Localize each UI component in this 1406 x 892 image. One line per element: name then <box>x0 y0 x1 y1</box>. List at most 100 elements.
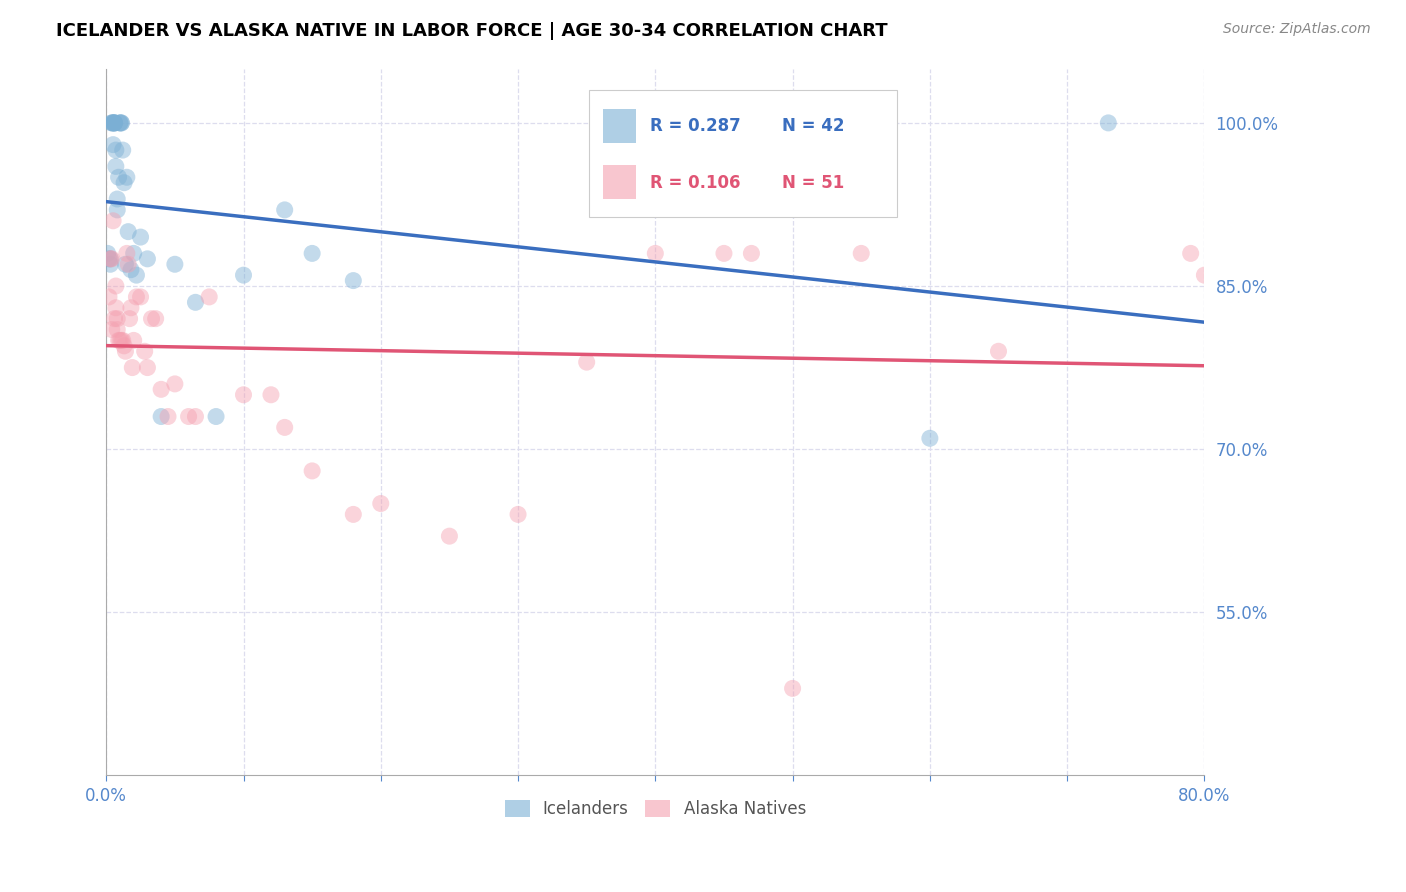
Icelanders <box>342 274 364 288</box>
Alaska Natives <box>260 388 283 402</box>
Icelanders <box>110 116 132 130</box>
Icelanders <box>205 409 228 424</box>
Text: N = 42: N = 42 <box>782 118 844 136</box>
Icelanders <box>125 268 148 282</box>
Alaska Natives <box>101 214 124 228</box>
Icelanders <box>107 170 129 185</box>
Alaska Natives <box>439 529 461 543</box>
Bar <box>603 109 636 143</box>
Icelanders <box>98 252 121 266</box>
Icelanders <box>232 268 254 282</box>
Icelanders <box>98 252 121 266</box>
Alaska Natives <box>104 301 127 315</box>
Alaska Natives <box>105 311 128 326</box>
Alaska Natives <box>103 311 125 326</box>
Alaska Natives <box>644 246 666 260</box>
Alaska Natives <box>198 290 221 304</box>
Alaska Natives <box>273 420 295 434</box>
Alaska Natives <box>163 376 186 391</box>
Alaska Natives <box>104 279 127 293</box>
Alaska Natives <box>987 344 1010 359</box>
Alaska Natives <box>98 252 121 266</box>
Legend: Icelanders, Alaska Natives: Icelanders, Alaska Natives <box>498 793 813 825</box>
Alaska Natives <box>134 344 156 359</box>
Icelanders <box>114 257 136 271</box>
Text: N = 51: N = 51 <box>782 174 844 192</box>
Icelanders <box>105 202 128 217</box>
Alaska Natives <box>141 311 163 326</box>
Alaska Natives <box>129 290 152 304</box>
Icelanders <box>104 143 127 157</box>
FancyBboxPatch shape <box>589 90 897 217</box>
Alaska Natives <box>121 360 143 375</box>
Alaska Natives <box>108 334 131 348</box>
Icelanders <box>150 409 173 424</box>
Icelanders <box>103 116 125 130</box>
Alaska Natives <box>177 409 200 424</box>
Icelanders <box>105 192 128 206</box>
Text: Source: ZipAtlas.com: Source: ZipAtlas.com <box>1223 22 1371 37</box>
Icelanders <box>104 160 127 174</box>
Alaska Natives <box>156 409 179 424</box>
Icelanders <box>100 116 122 130</box>
Icelanders <box>103 116 125 130</box>
Bar <box>603 165 636 199</box>
Icelanders <box>101 116 124 130</box>
Icelanders <box>108 116 131 130</box>
Alaska Natives <box>110 334 132 348</box>
Icelanders <box>120 262 142 277</box>
Text: R = 0.287: R = 0.287 <box>650 118 741 136</box>
Icelanders <box>110 116 132 130</box>
Alaska Natives <box>713 246 735 260</box>
Alaska Natives <box>506 508 529 522</box>
Icelanders <box>103 116 125 130</box>
Icelanders <box>115 170 138 185</box>
Alaska Natives <box>1180 246 1202 260</box>
Alaska Natives <box>136 360 159 375</box>
Alaska Natives <box>122 334 145 348</box>
Icelanders <box>100 116 122 130</box>
Alaska Natives <box>98 290 121 304</box>
Alaska Natives <box>145 311 167 326</box>
Icelanders <box>108 116 131 130</box>
Alaska Natives <box>120 301 142 315</box>
Alaska Natives <box>782 681 804 696</box>
Icelanders <box>1097 116 1119 130</box>
Alaska Natives <box>125 290 148 304</box>
Alaska Natives <box>150 382 173 396</box>
Text: R = 0.106: R = 0.106 <box>650 174 741 192</box>
Alaska Natives <box>342 508 364 522</box>
Alaska Natives <box>851 246 873 260</box>
Icelanders <box>101 137 124 152</box>
Icelanders <box>117 225 139 239</box>
Alaska Natives <box>114 344 136 359</box>
Icelanders <box>101 116 124 130</box>
Alaska Natives <box>112 339 135 353</box>
Alaska Natives <box>370 496 392 510</box>
Alaska Natives <box>740 246 762 260</box>
Icelanders <box>97 246 120 260</box>
Icelanders <box>129 230 152 244</box>
Icelanders <box>103 116 125 130</box>
Icelanders <box>184 295 207 310</box>
Text: ICELANDER VS ALASKA NATIVE IN LABOR FORCE | AGE 30-34 CORRELATION CHART: ICELANDER VS ALASKA NATIVE IN LABOR FORC… <box>56 22 887 40</box>
Alaska Natives <box>575 355 598 369</box>
Icelanders <box>98 257 121 271</box>
Icelanders <box>273 202 295 217</box>
Alaska Natives <box>105 322 128 336</box>
Icelanders <box>163 257 186 271</box>
Alaska Natives <box>184 409 207 424</box>
Icelanders <box>112 176 135 190</box>
Alaska Natives <box>115 246 138 260</box>
Alaska Natives <box>100 252 122 266</box>
Alaska Natives <box>1194 268 1216 282</box>
Icelanders <box>122 246 145 260</box>
Icelanders <box>918 431 941 445</box>
Icelanders <box>136 252 159 266</box>
Alaska Natives <box>111 334 134 348</box>
Alaska Natives <box>301 464 323 478</box>
Alaska Natives <box>117 257 139 271</box>
Icelanders <box>301 246 323 260</box>
Alaska Natives <box>107 334 129 348</box>
Alaska Natives <box>232 388 254 402</box>
